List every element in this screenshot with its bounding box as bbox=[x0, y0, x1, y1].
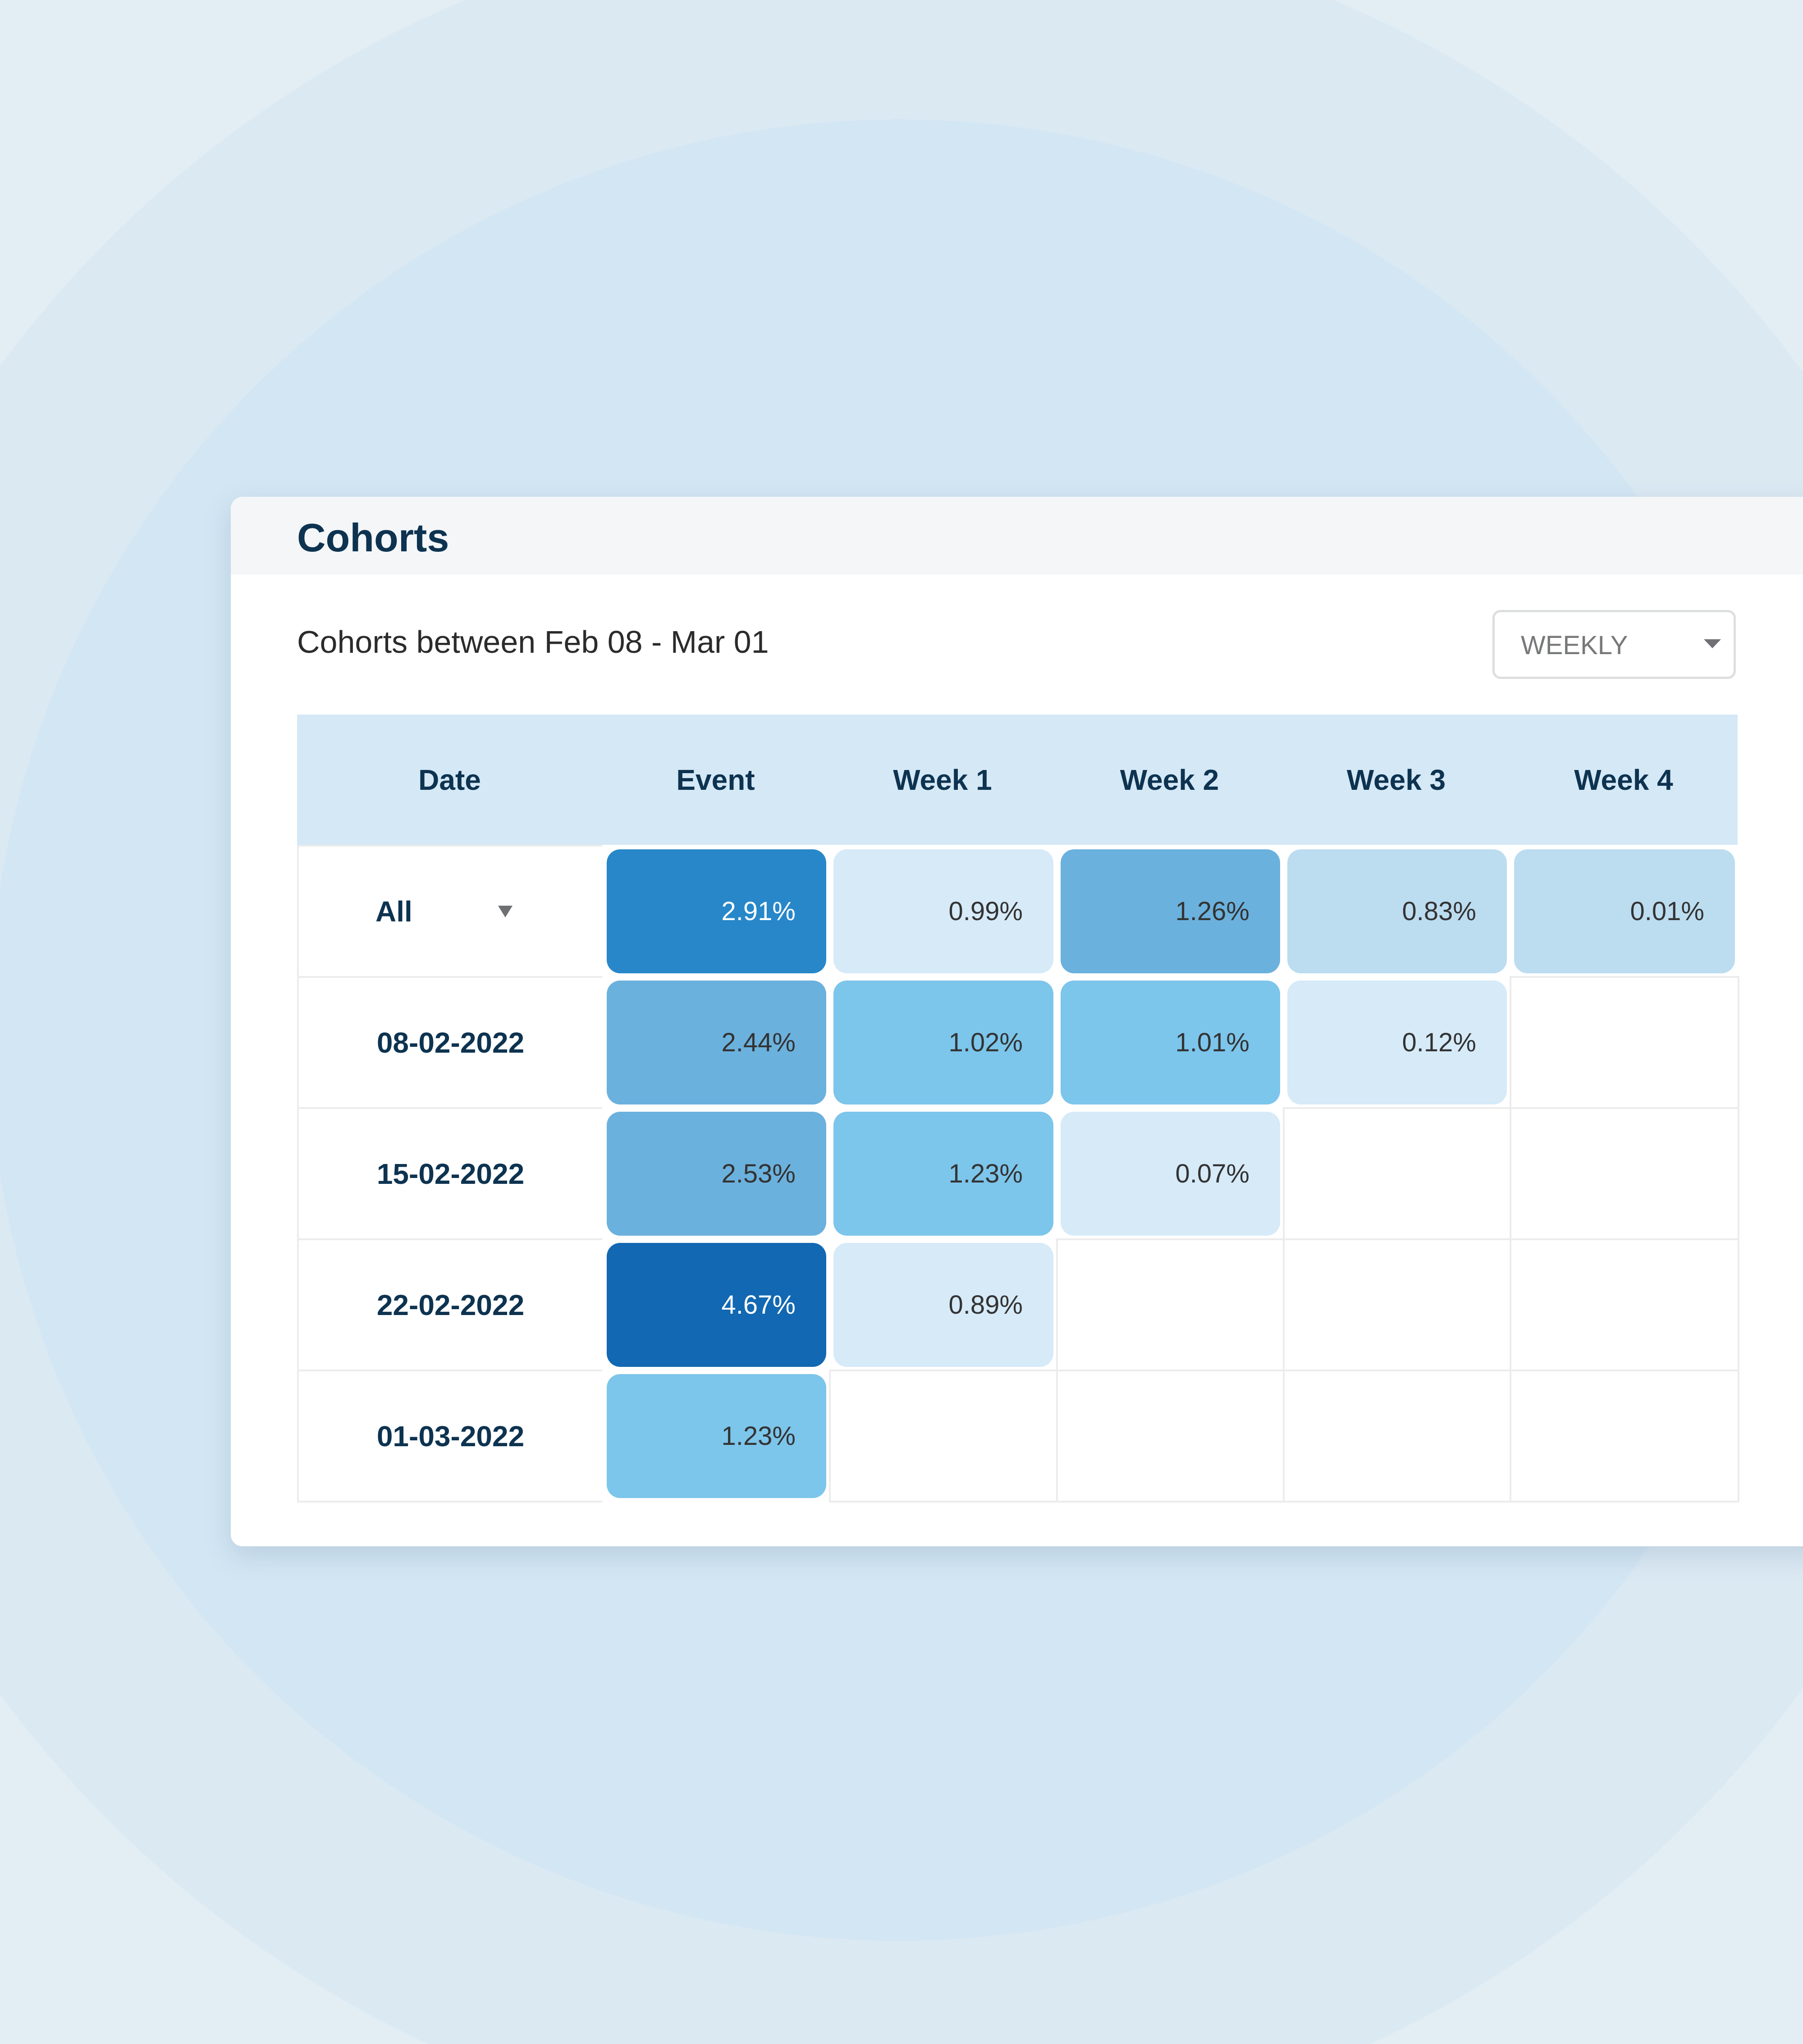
heatmap-cell: 1.23% bbox=[829, 1107, 1058, 1240]
heatmap-value: 1.02% bbox=[833, 981, 1053, 1104]
heatmap-value: 0.12% bbox=[1287, 981, 1507, 1104]
row-date-label: 01-03-2022 bbox=[297, 1370, 604, 1503]
heatmap-cell bbox=[1056, 1238, 1285, 1371]
table-row: 01-03-2022 1.23% bbox=[297, 1370, 1739, 1503]
heatmap-cell bbox=[1056, 1370, 1285, 1503]
heatmap-cell: 2.91% bbox=[602, 845, 831, 978]
interval-dropdown[interactable]: WEEKLY bbox=[1492, 610, 1736, 679]
card-title: Cohorts bbox=[297, 515, 449, 560]
heatmap-cell: 0.83% bbox=[1283, 845, 1511, 978]
heatmap-value: 0.99% bbox=[833, 849, 1053, 973]
column-header: Week 4 bbox=[1574, 763, 1673, 796]
heatmap-cell: 4.67% bbox=[602, 1238, 831, 1371]
row-filter-dropdown[interactable]: All bbox=[297, 845, 604, 978]
table-header: Date Event Week 1 Week 2 Week 3 Week 4 bbox=[297, 715, 1738, 845]
heatmap-cell bbox=[1510, 1370, 1739, 1503]
row-label: 22-02-2022 bbox=[376, 1288, 525, 1321]
heatmap-cell bbox=[1510, 976, 1739, 1109]
heatmap-value: 1.01% bbox=[1061, 981, 1280, 1104]
row-label: 15-02-2022 bbox=[376, 1157, 525, 1190]
row-label: All bbox=[375, 895, 412, 928]
heatmap-cell: 0.07% bbox=[1056, 1107, 1285, 1240]
heatmap-value: 0.89% bbox=[833, 1243, 1053, 1367]
heatmap-cell: 1.26% bbox=[1056, 845, 1285, 978]
heatmap-value: 0.83% bbox=[1287, 849, 1507, 973]
heatmap-cell: 1.23% bbox=[602, 1370, 831, 1503]
row-label: 01-03-2022 bbox=[376, 1420, 525, 1453]
heatmap-cell bbox=[1283, 1370, 1511, 1503]
table-row: All 2.91% 0.99% 1.26% 0.83% 0.01% bbox=[297, 845, 1739, 978]
heatmap-cell bbox=[1510, 1238, 1739, 1371]
heatmap-value: 1.23% bbox=[607, 1374, 826, 1498]
card-header: Cohorts bbox=[231, 497, 1803, 575]
heatmap-cell: 0.89% bbox=[829, 1238, 1058, 1371]
heatmap-value: 1.23% bbox=[833, 1112, 1053, 1236]
heatmap-cell: 0.12% bbox=[1283, 976, 1511, 1109]
table-row: 22-02-2022 4.67% 0.89% bbox=[297, 1238, 1739, 1371]
heatmap-cell: 1.01% bbox=[1056, 976, 1285, 1109]
heatmap-value: 2.91% bbox=[607, 849, 826, 973]
cohorts-card: Cohorts Cohorts between Feb 08 - Mar 01 … bbox=[231, 497, 1803, 1546]
column-header: Week 2 bbox=[1120, 763, 1219, 796]
heatmap-value: 2.44% bbox=[607, 981, 826, 1104]
heatmap-cell bbox=[829, 1370, 1058, 1503]
heatmap-value: 2.53% bbox=[607, 1112, 826, 1236]
column-header: Week 1 bbox=[893, 763, 992, 796]
table-row: 15-02-2022 2.53% 1.23% 0.07% bbox=[297, 1107, 1739, 1240]
row-date-label: 08-02-2022 bbox=[297, 976, 604, 1109]
heatmap-cell: 0.99% bbox=[829, 845, 1058, 978]
cohort-range-subtitle: Cohorts between Feb 08 - Mar 01 bbox=[297, 624, 769, 660]
heatmap-value: 0.01% bbox=[1514, 849, 1735, 973]
caret-down-icon bbox=[498, 905, 513, 917]
cohort-table: Date Event Week 1 Week 2 Week 3 Week 4 All 2.9… bbox=[297, 715, 1739, 1503]
heatmap-cell bbox=[1283, 1238, 1511, 1371]
heatmap-cell: 1.02% bbox=[829, 976, 1058, 1109]
column-header: Week 3 bbox=[1346, 763, 1446, 796]
heatmap-cell bbox=[1510, 1107, 1739, 1240]
heatmap-value: 1.26% bbox=[1061, 849, 1280, 973]
column-header: Date bbox=[418, 763, 481, 796]
heatmap-cell: 2.53% bbox=[602, 1107, 831, 1240]
heatmap-value: 0.07% bbox=[1061, 1112, 1280, 1236]
row-label: 08-02-2022 bbox=[376, 1026, 525, 1059]
heatmap-cell: 0.01% bbox=[1510, 845, 1739, 978]
row-date-label: 22-02-2022 bbox=[297, 1238, 604, 1371]
heatmap-cell: 2.44% bbox=[602, 976, 831, 1109]
heatmap-cell bbox=[1283, 1107, 1511, 1240]
column-header: Event bbox=[676, 763, 755, 796]
table-row: 08-02-2022 2.44% 1.02% 1.01% 0.12% bbox=[297, 976, 1739, 1109]
row-date-label: 15-02-2022 bbox=[297, 1107, 604, 1240]
interval-dropdown-value: WEEKLY bbox=[1521, 631, 1628, 660]
caret-down-icon bbox=[1704, 639, 1721, 648]
heatmap-value: 4.67% bbox=[607, 1243, 826, 1367]
